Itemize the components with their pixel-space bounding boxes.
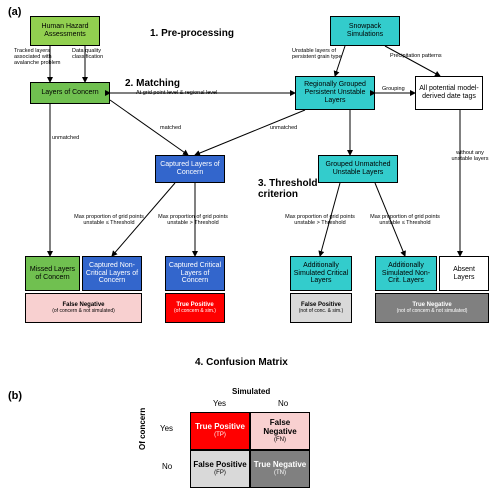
matrix-tp-t: True Positive [195,423,245,432]
matrix-tn: True Negative (TN) [250,450,310,488]
matrix-fp-s: (FP) [214,470,226,477]
matrix-yes-col: Yes [213,400,226,409]
matrix-fn: False Negative (FN) [250,412,310,450]
matrix-col-title: Simulated [232,388,270,397]
matrix-tp: True Positive (TP) [190,412,250,450]
matrix-tn-t: True Negative [254,461,306,470]
arrows [0,0,500,380]
matrix-tn-s: (TN) [274,470,286,477]
matrix-tp-s: (TP) [214,432,226,439]
matrix-fp-t: False Positive [193,461,246,470]
matrix-fn-t: False Negative [253,419,307,437]
matrix-fp: False Positive (FP) [190,450,250,488]
matrix-row-title: Of concern [139,408,148,450]
matrix-no-row: No [162,463,172,472]
matrix-no-col: No [278,400,288,409]
panel-b: (b) [8,390,22,402]
matrix-fn-s: (FN) [274,437,286,444]
matrix-yes-row: Yes [160,425,173,434]
